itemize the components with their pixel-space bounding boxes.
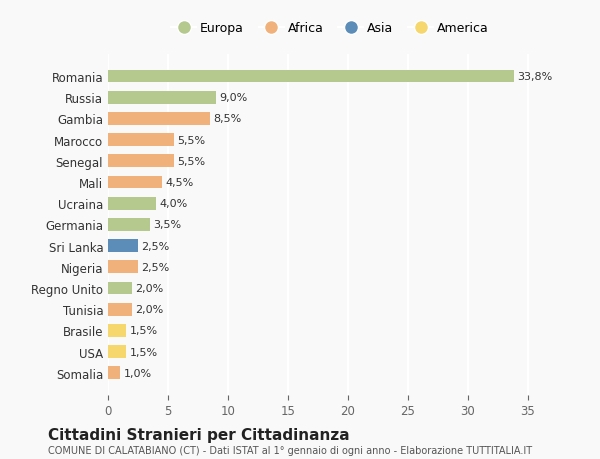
Text: COMUNE DI CALATABIANO (CT) - Dati ISTAT al 1° gennaio di ogni anno - Elaborazion: COMUNE DI CALATABIANO (CT) - Dati ISTAT … (48, 445, 532, 455)
Bar (108, 303, 132, 316)
Bar (108, 261, 138, 274)
Text: 9,0%: 9,0% (220, 93, 248, 103)
Bar (108, 134, 174, 147)
Text: 5,5%: 5,5% (178, 157, 206, 167)
Text: 4,0%: 4,0% (160, 199, 188, 209)
Bar (108, 176, 162, 189)
Bar (108, 113, 210, 125)
Bar (108, 218, 150, 231)
Text: 1,0%: 1,0% (124, 368, 152, 378)
Bar (108, 367, 120, 379)
Text: 33,8%: 33,8% (517, 72, 553, 82)
Text: Cittadini Stranieri per Cittadinanza: Cittadini Stranieri per Cittadinanza (48, 427, 350, 442)
Text: 5,5%: 5,5% (178, 135, 206, 146)
Bar (108, 325, 126, 337)
Text: 1,5%: 1,5% (130, 326, 158, 336)
Bar (108, 240, 138, 252)
Legend: Europa, Africa, Asia, America: Europa, Africa, Asia, America (166, 17, 494, 40)
Text: 4,5%: 4,5% (166, 178, 194, 188)
Text: 8,5%: 8,5% (214, 114, 242, 124)
Text: 2,5%: 2,5% (142, 241, 170, 251)
Text: 2,0%: 2,0% (136, 304, 164, 314)
Text: 2,5%: 2,5% (142, 262, 170, 272)
Text: 3,5%: 3,5% (154, 220, 182, 230)
Bar (108, 92, 216, 104)
Bar (108, 71, 514, 83)
Bar (108, 282, 132, 295)
Text: 1,5%: 1,5% (130, 347, 158, 357)
Bar (108, 197, 156, 210)
Text: 2,0%: 2,0% (136, 283, 164, 293)
Bar (108, 346, 126, 358)
Bar (108, 155, 174, 168)
